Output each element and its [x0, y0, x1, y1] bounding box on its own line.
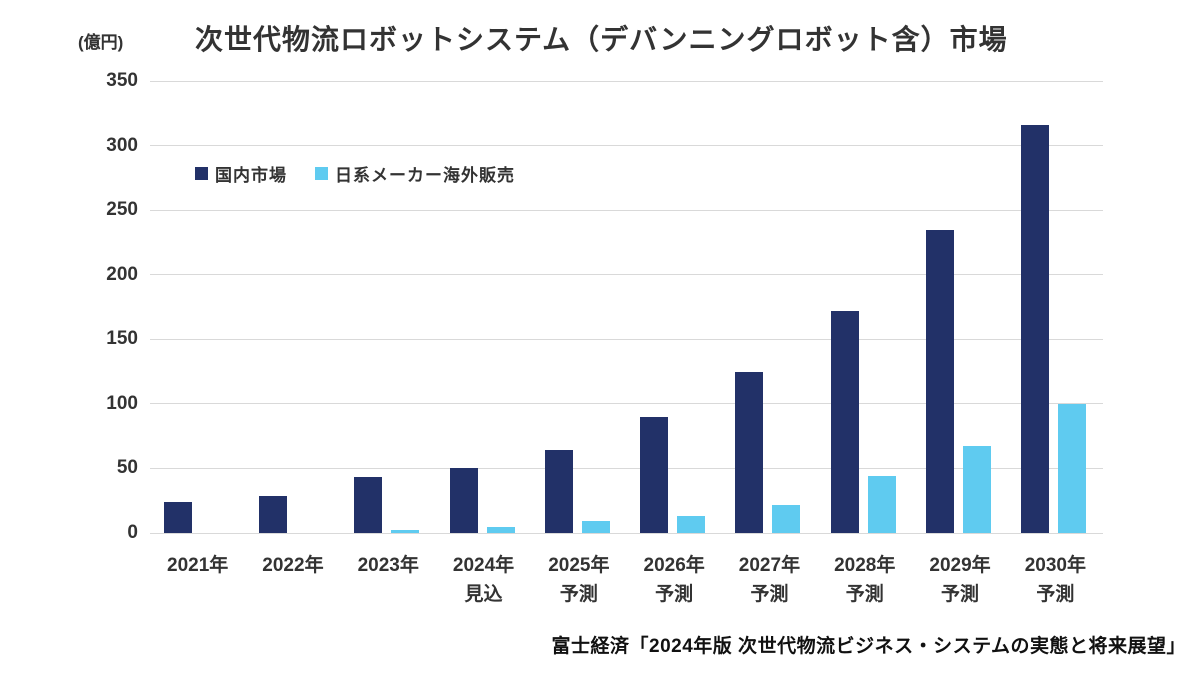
legend-swatch-overseas-sales: [315, 167, 328, 180]
bar-overseas-2030年: [1058, 403, 1087, 533]
y-gridline-200: [150, 274, 1103, 276]
y-gridline-50: [150, 467, 1103, 469]
bar-overseas-2029年: [963, 446, 992, 533]
source-citation: 富士経済「2024年版 次世代物流ビジネス・システムの実態と将来展望」: [551, 636, 1186, 657]
bar-domestic-2030年: [1021, 124, 1050, 533]
bar-overseas-2028年: [867, 476, 896, 533]
x-tick-label-2028年: 2028年 予測: [834, 555, 896, 605]
y-gridline-350: [150, 80, 1103, 82]
y-tick-label-150: 150: [106, 328, 138, 350]
x-tick-label-2022年: 2022年: [262, 555, 324, 576]
legend-label-overseas-sales: 日系メーカー海外販売: [335, 166, 515, 185]
y-gridline-300: [150, 145, 1103, 147]
bar-domestic-2029年: [926, 229, 955, 533]
bar-domestic-2028年: [830, 310, 859, 533]
y-gridline-150: [150, 338, 1103, 340]
y-axis-unit-label: (億円): [78, 33, 124, 52]
x-tick-label-2029年: 2029年 予測: [929, 555, 991, 605]
bar-overseas-2027年: [772, 504, 801, 533]
bar-domestic-2025年: [544, 450, 573, 533]
x-tick-label-2027年: 2027年 予測: [738, 555, 801, 605]
bar-overseas-2023年: [391, 530, 420, 533]
y-tick-label-250: 250: [106, 199, 138, 221]
bar-domestic-2024年: [449, 468, 478, 533]
bar-domestic-2022年: [258, 495, 287, 533]
y-tick-label-200: 200: [106, 263, 138, 285]
x-tick-label-2030年: 2030年 予測: [1024, 555, 1086, 605]
x-tick-label-2023年: 2023年: [357, 555, 419, 576]
y-gridline-250: [150, 209, 1103, 211]
y-gridline-0: [150, 532, 1103, 534]
y-tick-label-0: 0: [127, 522, 138, 543]
x-tick-label-2021年: 2021年: [167, 555, 229, 576]
bar-domestic-2027年: [735, 371, 764, 533]
bar-overseas-2024年: [486, 526, 515, 533]
legend-swatch-domestic-market: [195, 167, 208, 180]
y-gridline-100: [150, 403, 1103, 405]
legend-label-domestic-market: 国内市場: [215, 166, 287, 185]
x-tick-label-2025年: 2025年 予測: [548, 555, 610, 605]
y-tick-label-50: 50: [116, 457, 138, 479]
legend: 国内市場 日系メーカー海外販売: [195, 161, 515, 186]
bar-overseas-2025年: [581, 521, 610, 533]
bar-domestic-2023年: [354, 477, 383, 533]
y-tick-label-100: 100: [106, 392, 138, 414]
y-tick-label-300: 300: [106, 134, 138, 156]
bar-overseas-2026年: [677, 516, 706, 533]
chart-title: 次世代物流ロボットシステム（デバンニングロボット含）市場: [195, 24, 1008, 55]
legend-item-overseas-sales: 日系メーカー海外販売: [315, 161, 515, 186]
x-tick-label-2024年: 2024年 見込: [452, 555, 515, 605]
x-tick-label-2026年: 2026年 予測: [643, 555, 705, 605]
bar-domestic-2026年: [640, 416, 669, 533]
bar-domestic-2021年: [163, 502, 192, 533]
y-tick-label-350: 350: [106, 70, 138, 91]
legend-item-domestic-market: 国内市場: [195, 161, 287, 186]
